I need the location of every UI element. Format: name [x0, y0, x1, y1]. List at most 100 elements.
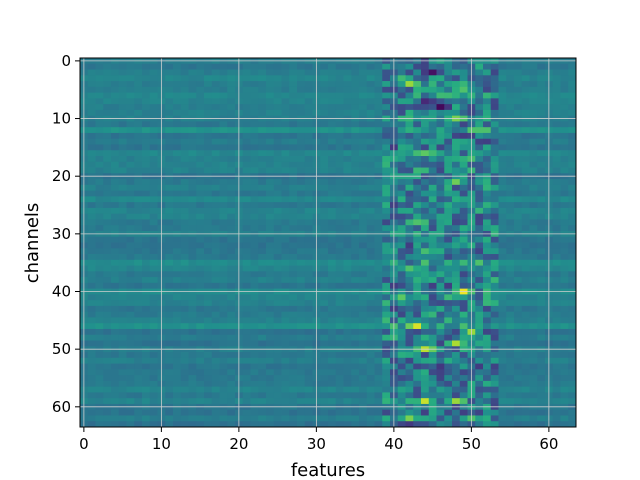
heatmap-cell — [506, 236, 515, 243]
heatmap-cell — [258, 75, 267, 82]
heatmap-cell — [490, 213, 499, 220]
heatmap-cell — [405, 311, 414, 318]
heatmap-cell — [165, 179, 174, 186]
heatmap-cell — [374, 219, 383, 226]
heatmap-cell — [405, 398, 414, 405]
heatmap-cell — [413, 294, 422, 301]
heatmap-cell — [475, 300, 484, 307]
heatmap-cell — [483, 109, 492, 117]
heatmap-cell — [506, 259, 515, 266]
heatmap-cell — [506, 248, 515, 255]
heatmap-cell — [118, 63, 127, 70]
heatmap-cell — [498, 161, 507, 168]
heatmap-cell — [134, 179, 143, 186]
heatmap-cell — [436, 196, 445, 203]
heatmap-cell — [537, 121, 546, 128]
heatmap-cell — [490, 311, 499, 318]
heatmap-cell — [374, 259, 383, 266]
heatmap-cell — [227, 236, 236, 243]
heatmap-cell — [560, 254, 569, 261]
heatmap-cell — [459, 300, 468, 307]
heatmap-cell — [529, 328, 538, 336]
heatmap-cell — [173, 328, 182, 336]
heatmap-cell — [397, 161, 406, 168]
heatmap-cell — [490, 167, 499, 174]
heatmap-cell — [343, 138, 352, 145]
heatmap-cell — [521, 282, 530, 290]
heatmap-cell — [560, 75, 569, 82]
heatmap-cell — [219, 202, 228, 209]
heatmap-cell — [537, 271, 546, 278]
heatmap-cell — [436, 190, 445, 197]
heatmap-cell — [475, 98, 484, 105]
heatmap-cell — [320, 132, 329, 140]
heatmap-cell — [374, 150, 383, 157]
heatmap-cell — [397, 156, 406, 163]
heatmap-cell — [219, 277, 228, 284]
heatmap-cell — [428, 196, 437, 203]
heatmap-cell — [219, 352, 228, 359]
heatmap-cell — [436, 138, 445, 145]
heatmap-cell — [258, 334, 267, 341]
heatmap-cell — [421, 300, 430, 307]
heatmap-cell — [483, 352, 492, 359]
heatmap-cell — [188, 334, 197, 341]
heatmap-cell — [560, 202, 569, 209]
heatmap-cell — [428, 392, 437, 399]
heatmap-cell — [289, 369, 298, 376]
heatmap-cell — [258, 127, 267, 134]
heatmap-cell — [142, 317, 151, 324]
heatmap-cell — [289, 138, 298, 145]
heatmap-cell — [537, 375, 546, 382]
heatmap-cell — [490, 254, 499, 261]
heatmap-cell — [521, 161, 530, 168]
heatmap-cell — [142, 104, 151, 111]
heatmap-cell — [506, 109, 515, 117]
heatmap-cell — [444, 317, 453, 324]
heatmap-cell — [444, 380, 453, 388]
heatmap-cell — [506, 92, 515, 99]
heatmap-cell — [351, 392, 360, 399]
heatmap-cell — [304, 271, 313, 278]
heatmap-cell — [87, 190, 96, 197]
heatmap-cell — [273, 121, 282, 128]
heatmap-cell — [568, 421, 577, 428]
heatmap-cell — [413, 156, 422, 163]
heatmap-cell — [273, 340, 282, 347]
heatmap-cell — [351, 375, 360, 382]
heatmap-cell — [227, 138, 236, 145]
heatmap-cell — [475, 271, 484, 278]
heatmap-cell — [568, 248, 577, 255]
heatmap-cell — [149, 156, 158, 163]
heatmap-cell — [359, 294, 368, 301]
heatmap-cell — [444, 236, 453, 243]
heatmap-cell — [335, 98, 344, 105]
heatmap-cell — [87, 144, 96, 151]
heatmap-cell — [498, 271, 507, 278]
heatmap-cell — [405, 75, 414, 82]
heatmap-cell — [537, 75, 546, 82]
heatmap-cell — [382, 409, 391, 416]
heatmap-cell — [173, 179, 182, 186]
heatmap-cell — [560, 380, 569, 388]
heatmap-cell — [87, 121, 96, 128]
heatmap-cell — [328, 340, 337, 347]
heatmap-cell — [552, 369, 561, 376]
heatmap-cell — [421, 305, 430, 313]
heatmap-cell — [444, 167, 453, 174]
heatmap-cell — [506, 161, 515, 168]
heatmap-cell — [289, 392, 298, 399]
heatmap-cell — [452, 69, 461, 76]
heatmap-cell — [118, 184, 127, 192]
heatmap-cell — [328, 69, 337, 76]
heatmap-cell — [227, 323, 236, 330]
heatmap-cell — [506, 132, 515, 140]
heatmap-cell — [289, 184, 298, 192]
heatmap-cell — [405, 352, 414, 359]
heatmap-cell — [413, 63, 422, 70]
heatmap-cell — [343, 352, 352, 359]
heatmap-cell — [180, 138, 189, 145]
heatmap-cell — [149, 144, 158, 151]
heatmap-cell — [258, 121, 267, 128]
heatmap-cell — [196, 92, 205, 99]
